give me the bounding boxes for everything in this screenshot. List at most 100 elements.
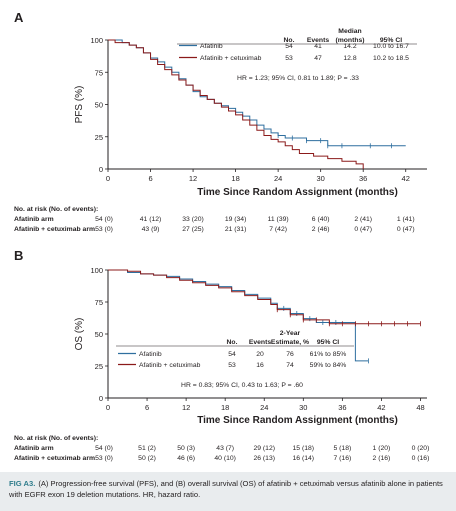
legend-table-header: 95% CI	[317, 339, 339, 346]
caption-box	[0, 472, 456, 511]
risk-cell: 16 (14)	[293, 455, 315, 462]
km-figure: A 0 25 50 75 100 0 6 12 18 24 30 36 42 PFS (%) Time Sin…	[14, 10, 430, 462]
hr-annotation: HR = 1.23; 95% CI, 0.81 to 1.89; P = .33	[237, 75, 359, 82]
caption-text: (A) Progression-free survival (PFS), and…	[9, 479, 443, 499]
risk-table-header: No. at risk (No. of events):	[14, 206, 98, 213]
risk-cell: 50 (3)	[177, 445, 195, 452]
legend-label: Afatinib + cetuximab	[139, 362, 201, 369]
risk-cell: 43 (7)	[216, 445, 234, 452]
x-tick-label: 42	[402, 174, 410, 183]
risk-cell: 51 (2)	[138, 445, 156, 452]
risk-cell: 0 (20)	[412, 445, 430, 452]
risk-cell: 7 (42)	[269, 226, 287, 233]
risk-cell: 21 (31)	[225, 226, 247, 233]
risk-cell: 2 (41)	[354, 216, 372, 223]
y-tick-label: 0	[99, 165, 103, 174]
legend-stat-value: 20	[256, 351, 264, 358]
legend-stat-value: 53	[228, 362, 236, 369]
risk-table-header: No. at risk (No. of events):	[14, 435, 98, 442]
x-axis-title: Time Since Random Assignment (months)	[197, 187, 398, 198]
legend-stat-value: 54	[228, 351, 236, 358]
legend-table-header: 2-Year	[280, 330, 301, 337]
risk-row-label: Afatinib arm	[14, 445, 54, 452]
legend-table-header: Events	[249, 339, 272, 346]
panel-letter-b: B	[14, 248, 23, 263]
y-axis-title: OS (%)	[74, 318, 85, 351]
risk-cell: 54 (0)	[95, 216, 113, 223]
legend-stat-value: 10.2 to 18.5	[373, 55, 409, 62]
risk-cell: 50 (2)	[138, 455, 156, 462]
x-tick-label: 36	[359, 174, 367, 183]
caption-label: FIG A3.	[9, 479, 36, 488]
risk-row-label: Afatinib arm	[14, 216, 54, 223]
y-tick-label: 50	[95, 101, 103, 110]
risk-row-label: Afatinib + cetuximab arm	[14, 455, 95, 462]
legend-stat-value: 53	[285, 55, 293, 62]
legend-table-header: 95% CI	[380, 37, 402, 44]
risk-cell: 19 (34)	[225, 216, 247, 223]
panel-letter-a: A	[14, 10, 24, 25]
y-tick-label: 25	[95, 362, 103, 371]
legend-stat-value: 74	[286, 362, 294, 369]
x-tick-label: 6	[145, 403, 149, 412]
risk-cell: 11 (39)	[268, 216, 289, 223]
risk-cell: 1 (41)	[397, 216, 415, 223]
risk-cell: 15 (18)	[293, 445, 315, 452]
x-tick-label: 42	[377, 403, 385, 412]
legend-stat-value: 10.0 to 16.7	[373, 43, 409, 50]
legend-stat-value: 59% to 84%	[310, 362, 347, 369]
x-tick-label: 30	[299, 403, 307, 412]
legend-table-header: Events	[307, 37, 330, 44]
legend-table-header: No.	[227, 339, 238, 346]
legend-label: Afatinib	[200, 43, 223, 50]
risk-cell: 27 (25)	[182, 226, 204, 233]
x-tick-label: 12	[189, 174, 197, 183]
risk-cell: 0 (47)	[354, 226, 372, 233]
x-tick-label: 36	[338, 403, 346, 412]
legend-table-header: (months)	[335, 37, 364, 44]
risk-cell: 33 (20)	[182, 216, 204, 223]
x-tick-label: 24	[274, 174, 282, 183]
risk-row-label: Afatinib + cetuximab arm	[14, 226, 95, 233]
risk-cell: 0 (16)	[412, 455, 430, 462]
x-tick-label: 12	[182, 403, 190, 412]
x-tick-label: 30	[316, 174, 324, 183]
y-tick-label: 0	[99, 394, 103, 403]
risk-cell: 54 (0)	[95, 445, 113, 452]
x-tick-label: 24	[260, 403, 268, 412]
legend-stat-value: 47	[314, 55, 322, 62]
legend-table-header: No.	[284, 37, 295, 44]
risk-cell: 40 (10)	[214, 455, 236, 462]
y-tick-label: 25	[95, 133, 103, 142]
legend-stat-value: 16	[256, 362, 264, 369]
legend-stat-value: 14.2	[343, 43, 356, 50]
legend-table-header: Estimate, %	[271, 339, 309, 346]
y-tick-label: 75	[95, 298, 103, 307]
y-tick-label: 75	[95, 68, 103, 77]
y-tick-label: 100	[90, 266, 103, 275]
risk-cell: 46 (6)	[177, 455, 195, 462]
legend-table-header: Median	[338, 28, 361, 35]
risk-cell: 26 (13)	[253, 455, 275, 462]
y-tick-label: 100	[90, 36, 103, 45]
legend-stat-value: 41	[314, 43, 322, 50]
risk-cell: 41 (12)	[140, 216, 162, 223]
risk-cell: 53 (0)	[95, 455, 113, 462]
series-line-afatinib-cetuximab	[108, 269, 421, 325]
risk-cell: 1 (20)	[373, 445, 391, 452]
risk-cell: 2 (16)	[373, 455, 391, 462]
risk-cell: 29 (12)	[253, 445, 275, 452]
legend-stat-value: 12.8	[343, 55, 356, 62]
series-line-afatinib-cetuximab	[108, 39, 364, 169]
x-tick-label: 0	[106, 174, 110, 183]
risk-cell: 6 (40)	[312, 216, 330, 223]
x-tick-label: 6	[148, 174, 152, 183]
figure-background	[0, 0, 456, 472]
legend-label: Afatinib	[139, 351, 162, 358]
x-tick-label: 18	[231, 174, 239, 183]
y-axis-title: PFS (%)	[74, 86, 85, 124]
series-line-afatinib	[108, 269, 369, 362]
figure-caption: FIG A3. (A) Progression-free survival (PF…	[9, 478, 449, 500]
risk-cell: 0 (47)	[397, 226, 415, 233]
legend-stat-value: 76	[286, 351, 294, 358]
